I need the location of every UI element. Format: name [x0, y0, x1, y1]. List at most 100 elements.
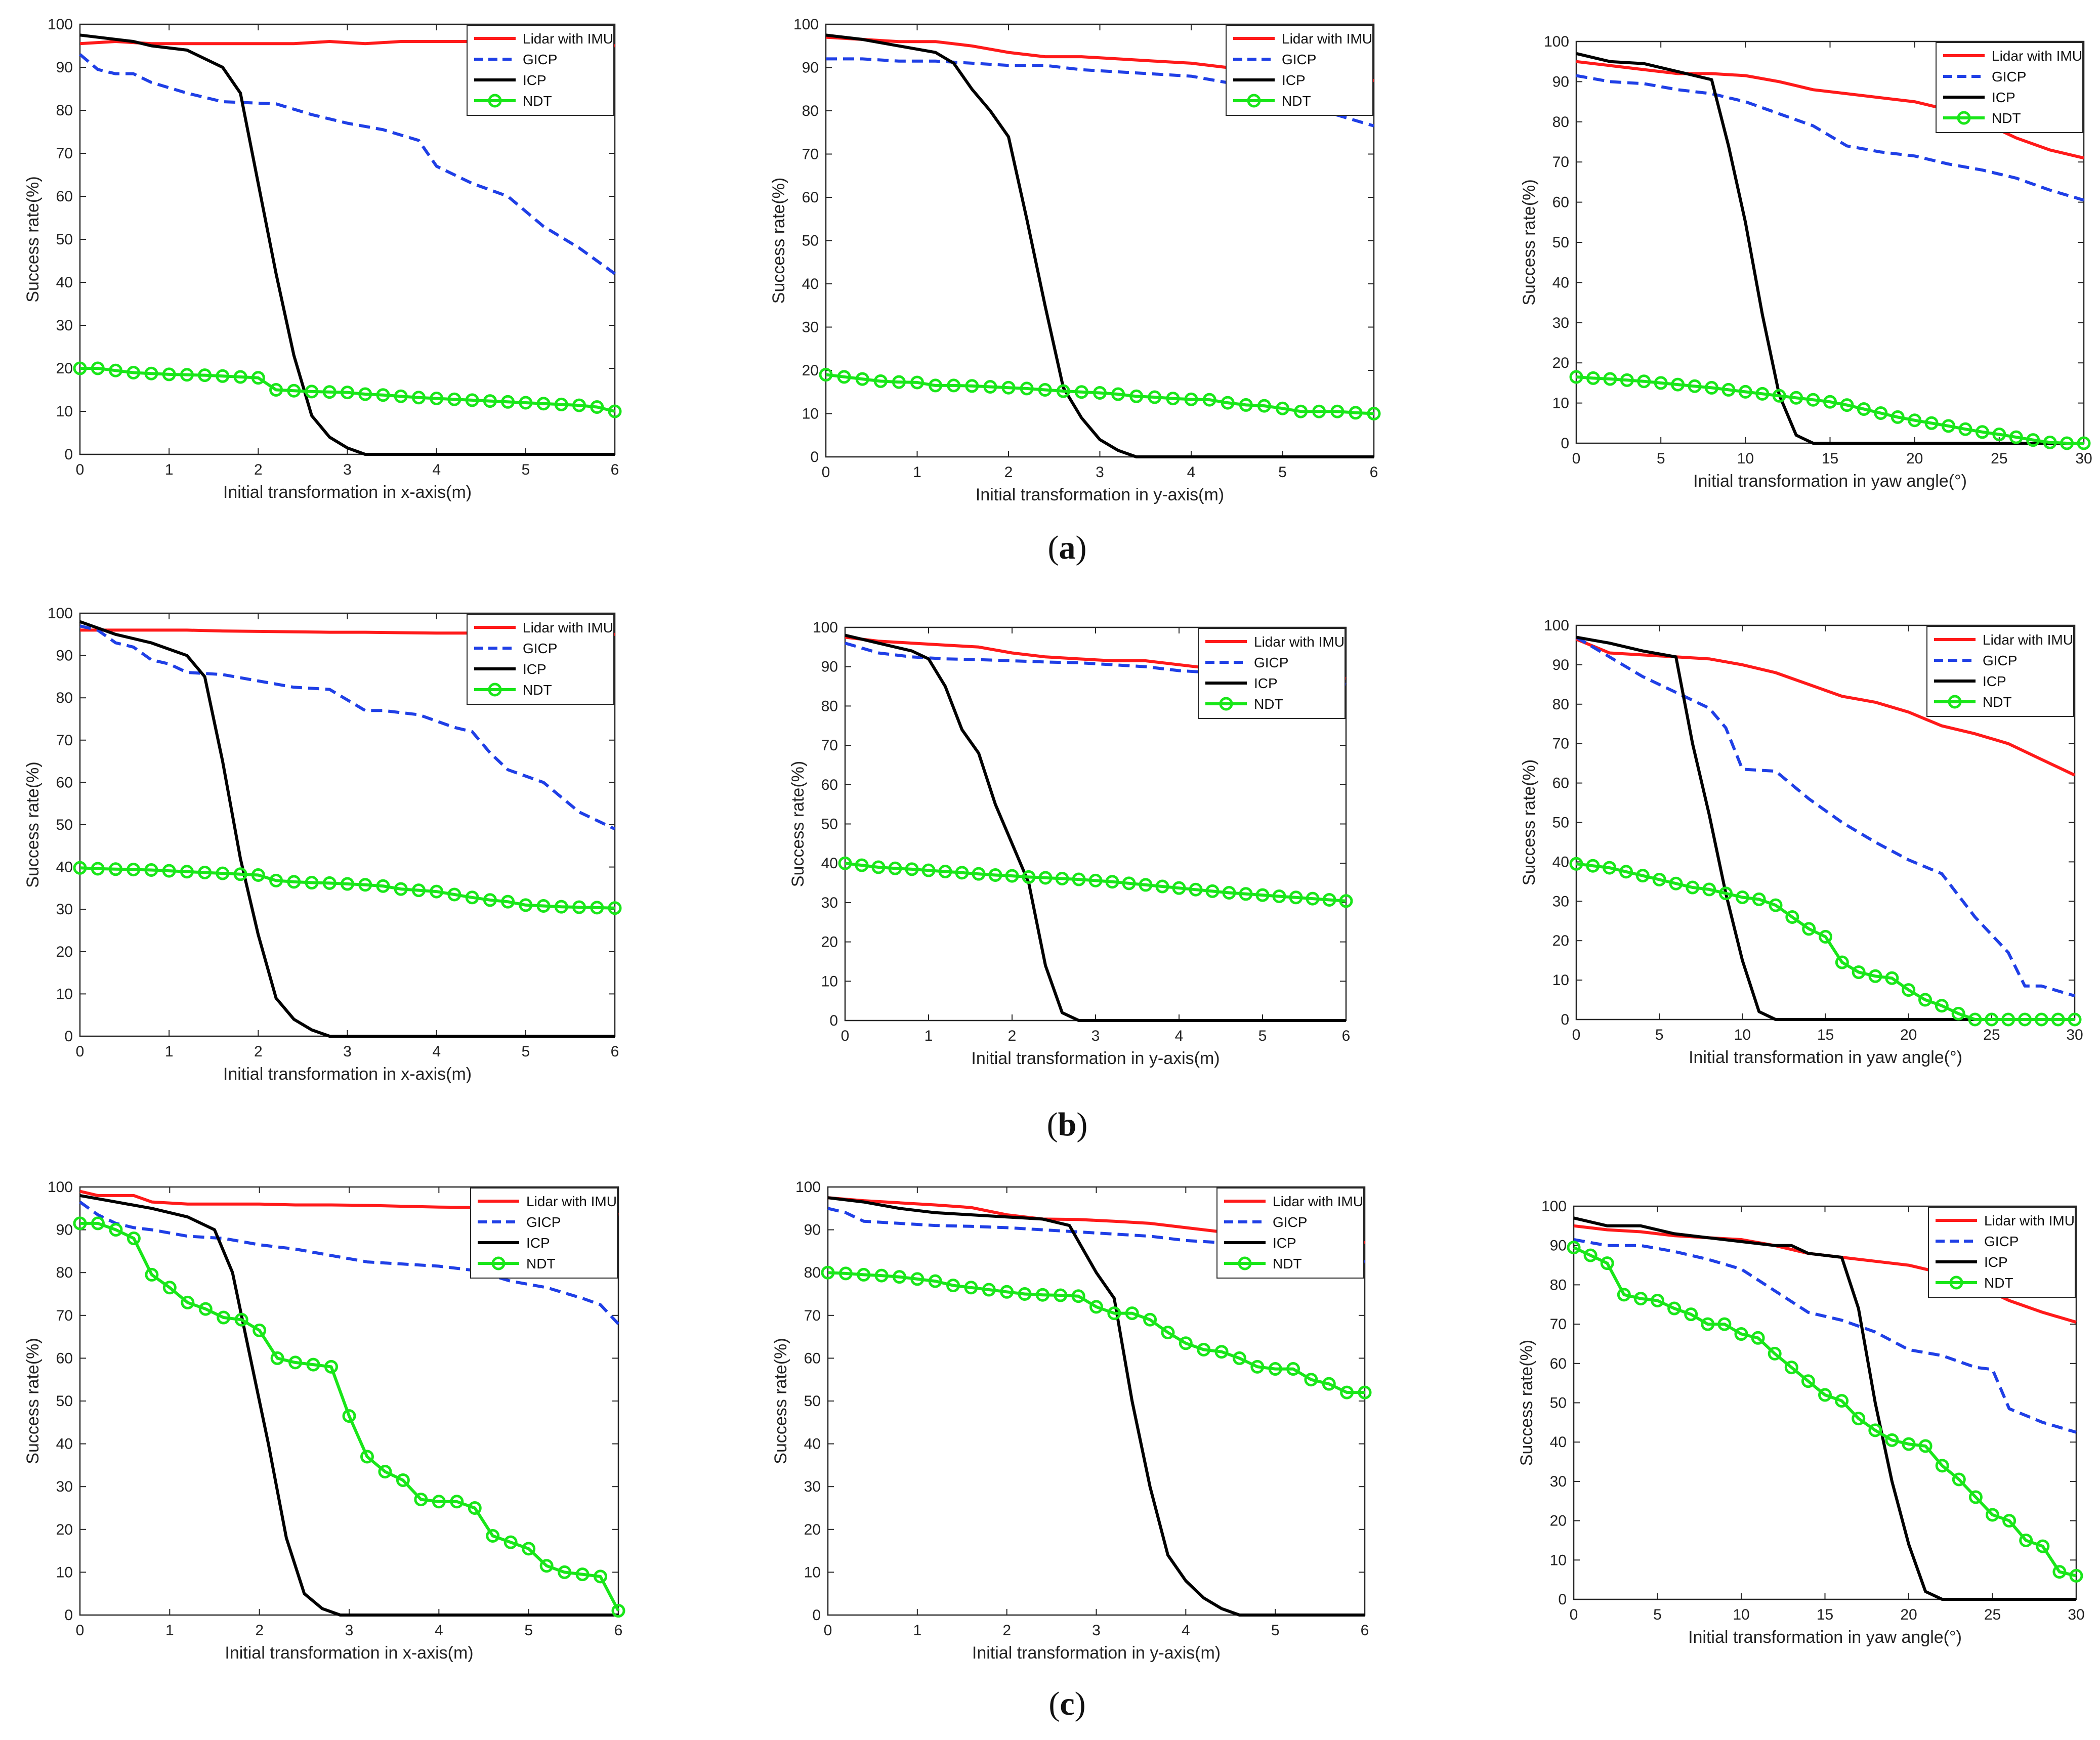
y-tick-label: 20	[802, 362, 819, 379]
x-tick-label: 0	[76, 1043, 85, 1060]
y-axis-label: Success rate(%)	[769, 178, 788, 304]
y-tick-label: 100	[1544, 617, 1569, 634]
y-tick-label: 30	[821, 895, 838, 911]
data-point-ndt	[1000, 1285, 1014, 1299]
y-axis-label: Success rate(%)	[771, 1338, 790, 1464]
data-point-ndt	[144, 863, 158, 877]
legend: Lidar with IMU GICP ICP NDT	[470, 1187, 618, 1279]
x-axis-label: Initial transformation in x-axis(m)	[223, 1065, 472, 1084]
y-tick-label: 0	[829, 1012, 838, 1029]
x-tick-label: 25	[1984, 1606, 2001, 1623]
y-tick-label: 80	[804, 1264, 821, 1281]
series-line-gicp	[1576, 74, 2084, 202]
y-tick-label: 60	[821, 777, 838, 793]
x-tick-label: 1	[913, 464, 921, 481]
x-axis-label: Initial transformation in y-axis(m)	[971, 1049, 1220, 1068]
data-point-ndt	[270, 1351, 284, 1365]
x-tick-label: 20	[1900, 1027, 1917, 1043]
x-tick-label: 10	[1734, 1027, 1751, 1043]
legend: Lidar with IMU GICP ICP NDT	[1928, 1207, 2076, 1298]
y-tick-label: 10	[56, 403, 73, 420]
data-point-ndt	[1184, 392, 1198, 406]
x-tick-label: 2	[254, 1043, 263, 1060]
data-point-ndt	[181, 1295, 195, 1309]
y-tick-label: 70	[1552, 154, 1569, 171]
data-point-ndt	[198, 368, 212, 383]
chart-b2: 0 10 20 30 40 50 60 70 80 90 100 0 1 2 3 4 5 6 Initial tra…	[788, 619, 1353, 1068]
data-point-ndt	[1072, 872, 1086, 886]
y-tick-label: 60	[56, 774, 73, 791]
x-tick-label: 4	[432, 1043, 441, 1060]
data-point-ndt	[1358, 1385, 1372, 1399]
data-point-ndt	[2068, 1012, 2082, 1027]
x-tick-label: 1	[925, 1028, 933, 1044]
data-point-ndt	[358, 878, 372, 892]
data-point-ndt	[450, 1495, 464, 1509]
data-point-ndt	[305, 385, 319, 399]
y-tick-label: 90	[821, 659, 838, 675]
y-tick-label: 80	[56, 102, 73, 119]
data-point-ndt	[162, 1281, 177, 1295]
y-tick-label: 0	[1561, 435, 1569, 452]
data-point-ndt	[411, 391, 426, 405]
x-tick-label: 1	[165, 461, 174, 478]
data-point-ndt	[251, 371, 265, 385]
y-tick-label: 0	[1561, 1011, 1569, 1028]
data-point-ndt	[2052, 1565, 2067, 1579]
data-point-ndt	[144, 366, 158, 380]
data-point-ndt	[1751, 1331, 1765, 1345]
data-point-ndt	[414, 1493, 428, 1507]
y-tick-label: 30	[804, 1478, 821, 1495]
data-point-ndt	[821, 1265, 835, 1280]
x-tick-label: 3	[1091, 1028, 1100, 1044]
legend-label-ndt: NDT	[526, 1256, 556, 1271]
data-point-ndt	[2069, 1568, 2083, 1583]
y-tick-label: 60	[804, 1350, 821, 1367]
y-tick-label: 10	[804, 1564, 821, 1581]
data-point-ndt	[594, 1569, 608, 1584]
y-tick-label: 10	[56, 1564, 73, 1581]
data-point-ndt	[91, 361, 105, 375]
data-point-ndt	[590, 901, 604, 915]
row-label-letter: b	[1058, 1106, 1077, 1143]
data-point-ndt	[360, 1450, 374, 1464]
legend-marker-ndt	[1948, 695, 1962, 709]
data-point-ndt	[572, 398, 586, 412]
x-tick-label: 4	[1175, 1028, 1184, 1044]
y-axis-label: Success rate(%)	[788, 761, 808, 887]
data-point-ndt	[2026, 433, 2040, 447]
data-point-ndt	[1603, 372, 1617, 386]
chart-b1: 0 10 20 30 40 50 60 70 80 90 100 0 1 2 3 4 5 6 Initial tra…	[23, 605, 622, 1084]
data-point-ndt	[1721, 383, 1736, 397]
data-point-ndt	[1056, 384, 1070, 398]
x-axis-label: Initial transformation in yaw angle(°)	[1693, 472, 1967, 491]
data-point-ndt	[1143, 1312, 1157, 1327]
data-point-ndt	[217, 1310, 231, 1325]
plot-area	[1569, 635, 2082, 1027]
legend-label-lidar-with-imu: Lidar with IMU	[1983, 632, 2073, 648]
x-tick-label: 20	[1900, 1606, 1917, 1623]
series-line-gicp	[79, 624, 616, 831]
data-point-ndt	[1686, 880, 1700, 895]
data-point-ndt	[378, 1465, 392, 1479]
legend: Lidar with IMU GICP ICP NDT	[1936, 42, 2083, 133]
series-line-gicp	[79, 1201, 620, 1325]
y-tick-label: 90	[56, 1222, 73, 1239]
data-point-ndt	[955, 866, 969, 880]
series-line-ndt	[845, 862, 1347, 903]
data-point-ndt	[73, 361, 87, 375]
legend-label-lidar-with-imu: Lidar with IMU	[523, 620, 613, 635]
data-point-ndt	[1840, 398, 1854, 412]
y-tick-label: 100	[1541, 1198, 1567, 1215]
x-tick-label: 3	[343, 1043, 352, 1060]
plot-area	[819, 33, 1381, 458]
data-point-ndt	[1651, 1293, 1664, 1307]
data-point-ndt	[1276, 401, 1289, 415]
data-point-ndt	[938, 865, 952, 879]
x-tick-label: 0	[824, 1622, 832, 1639]
chart-c2: 0 10 20 30 40 50 60 70 80 90 100 0 1 2 3 4 5 6 Initial tra…	[771, 1179, 1372, 1663]
x-tick-label: 6	[611, 1043, 619, 1060]
data-point-ndt	[1586, 371, 1600, 385]
y-tick-label: 20	[1552, 932, 1569, 949]
data-point-ndt	[1166, 392, 1180, 406]
